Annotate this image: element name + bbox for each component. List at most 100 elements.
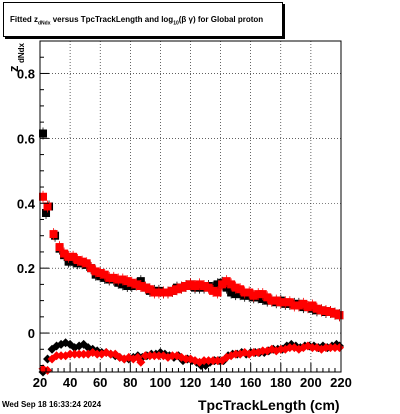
x-tick-label: 140 xyxy=(210,375,232,390)
data-point xyxy=(92,349,102,359)
data-point xyxy=(213,280,222,289)
data-point xyxy=(87,264,96,273)
data-point xyxy=(132,280,141,289)
data-point xyxy=(213,356,223,366)
data-point xyxy=(204,356,214,366)
data-point xyxy=(136,282,145,291)
data-point xyxy=(299,299,308,308)
data-point xyxy=(114,275,123,284)
data-point xyxy=(43,202,52,211)
data-point xyxy=(106,349,116,359)
data-point xyxy=(163,288,172,297)
data-point xyxy=(294,301,303,310)
data-point xyxy=(335,311,344,320)
y-axis-label-sub: dNdx xyxy=(17,42,26,63)
data-point xyxy=(100,270,109,279)
data-point xyxy=(118,275,127,284)
data-point xyxy=(236,285,245,294)
x-axis-label: TpcTrackLength (cm) xyxy=(198,397,340,413)
data-point xyxy=(43,354,53,364)
data-point xyxy=(181,354,191,364)
data-point xyxy=(105,273,114,282)
y-axis-label-main: z xyxy=(6,65,21,72)
data-point xyxy=(78,257,87,266)
data-point xyxy=(123,277,132,286)
y-tick-label: 0 xyxy=(28,326,35,341)
data-point xyxy=(330,309,339,318)
data-point xyxy=(231,283,240,292)
data-point xyxy=(52,351,62,361)
data-point xyxy=(39,129,48,138)
data-point xyxy=(43,365,53,375)
data-point xyxy=(159,288,168,297)
data-point xyxy=(281,298,290,307)
data-point xyxy=(231,349,241,359)
data-point xyxy=(136,357,146,367)
data-point xyxy=(167,351,177,361)
data-point xyxy=(141,283,150,292)
data-point xyxy=(334,343,344,353)
data-point xyxy=(204,283,213,292)
data-point xyxy=(227,288,236,297)
data-point xyxy=(109,273,118,282)
data-point xyxy=(195,280,204,289)
axes: 20 40 60 80 100 120 140 160 180 200 220 0 0.2 0.4 0.6 0… xyxy=(17,40,352,390)
data-point xyxy=(222,277,231,286)
data-point xyxy=(285,298,294,307)
data-point xyxy=(200,282,209,291)
data-point xyxy=(177,283,186,292)
data-point xyxy=(312,304,321,313)
title-box: Fitted zdNdx versus TpcTrackLength and l… xyxy=(3,2,283,37)
x-tick-label: 80 xyxy=(123,375,137,390)
data-point xyxy=(227,280,236,289)
data-point xyxy=(285,343,295,353)
data-point xyxy=(91,267,100,276)
y-tick-label: 0.4 xyxy=(17,196,36,211)
data-point xyxy=(267,296,276,305)
data-point xyxy=(64,252,73,261)
grid-lines xyxy=(39,41,342,372)
data-point xyxy=(60,249,69,258)
data-point xyxy=(154,351,164,361)
x-tick-label: 60 xyxy=(93,375,107,390)
data-point xyxy=(96,269,105,278)
y-tick-label: 0.8 xyxy=(17,66,35,81)
data-point xyxy=(70,349,80,359)
x-tick-label: 220 xyxy=(330,375,352,390)
data-point xyxy=(258,290,267,299)
data-point xyxy=(208,356,218,366)
date-stamp: Wed Sep 18 16:33:24 2024 xyxy=(2,400,102,409)
data-point xyxy=(218,280,227,289)
data-point xyxy=(73,256,82,265)
data-point xyxy=(254,290,263,299)
data-point xyxy=(249,291,258,300)
data-point xyxy=(42,208,51,217)
data-point xyxy=(276,344,286,354)
data-series xyxy=(38,127,344,377)
x-tick-label: 40 xyxy=(63,375,77,390)
data-point xyxy=(154,288,163,297)
data-point xyxy=(65,349,75,359)
x-tick-label: 100 xyxy=(150,375,172,390)
x-tick-label: 160 xyxy=(240,375,262,390)
data-point xyxy=(326,307,335,316)
data-point xyxy=(272,296,281,305)
data-point xyxy=(74,349,84,359)
data-point xyxy=(231,290,240,299)
data-point xyxy=(308,301,317,310)
data-point xyxy=(317,306,326,315)
data-point xyxy=(56,351,66,361)
data-point xyxy=(330,343,340,353)
data-point xyxy=(39,192,48,201)
data-point xyxy=(263,293,272,302)
y-axis-label: z dNdx xyxy=(6,42,26,72)
data-point xyxy=(127,278,136,287)
x-tick-label: 20 xyxy=(33,375,47,390)
data-point xyxy=(145,285,154,294)
data-point xyxy=(82,259,91,268)
data-point xyxy=(181,282,190,291)
data-point xyxy=(186,280,195,289)
data-point xyxy=(245,288,254,297)
data-point xyxy=(276,298,285,307)
